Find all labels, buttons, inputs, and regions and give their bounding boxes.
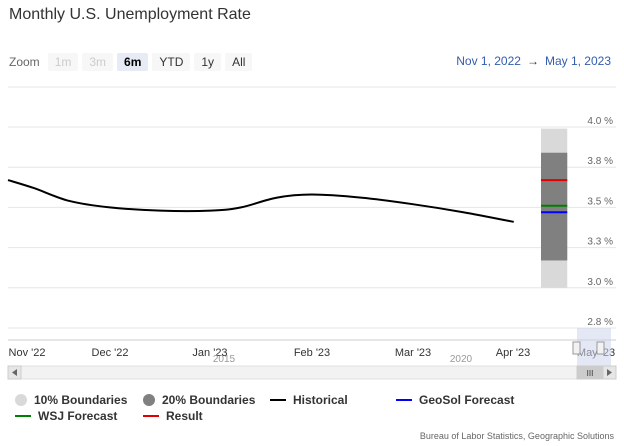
y-tick-label: 3.0 %: [587, 277, 613, 288]
scrollbar-grip-icon: III: [587, 369, 594, 378]
legend-item-result[interactable]: Result: [143, 409, 203, 423]
y-tick-label: 3.5 %: [587, 196, 613, 207]
y-tick-label: 4.0 %: [587, 116, 613, 127]
x-tick-label: Dec '22: [92, 347, 129, 359]
x-axis-labels: Nov '22 Dec '22 Jan '23 Feb '23 Mar '23 Apr '…: [9, 347, 616, 359]
navigator-label: 2020: [450, 354, 473, 365]
range-from[interactable]: Nov 1, 2022: [456, 54, 521, 68]
y-axis-labels: 4.0 % 3.8 % 3.5 % 3.3 % 3.0 % 2.8 %: [587, 116, 613, 328]
legend-swatch-result: [143, 415, 159, 417]
scrollbar-track: [7, 365, 617, 380]
legend-label: GeoSol Forecast: [419, 393, 515, 407]
zoom-selector: Zoom 1m 3m 6m YTD 1y All: [9, 52, 256, 72]
range-arrow: →: [526, 54, 539, 68]
legend-label: Result: [166, 409, 203, 423]
y-tick-label: 3.8 %: [587, 156, 613, 167]
legend-item-10pct-boundaries[interactable]: 10% Boundaries: [15, 393, 127, 407]
legend-swatch-historical: [270, 399, 286, 401]
zoom-button-1m[interactable]: 1m: [47, 53, 79, 71]
navigator-label: 2015: [213, 354, 236, 365]
zoom-button-ytd[interactable]: YTD: [152, 53, 191, 71]
legend-item-geosol-forecast[interactable]: GeoSol Forecast: [396, 393, 514, 407]
zoom-button-6m[interactable]: 6m: [117, 53, 149, 71]
navigator-selection: [577, 328, 611, 366]
credits[interactable]: Bureau of Labor Statistics, Geographic S…: [419, 431, 614, 441]
legend-label: 10% Boundaries: [34, 393, 128, 407]
zoom-button-all[interactable]: All: [225, 53, 253, 71]
historical-line: [7, 179, 514, 223]
legend-label: Historical: [293, 393, 348, 407]
forecast-bands: [541, 128, 568, 288]
x-tick-label: Apr '23: [496, 347, 531, 359]
legend-item-20pct-boundaries[interactable]: 20% Boundaries: [143, 393, 255, 407]
scroll-left-arrow-icon: [12, 369, 17, 376]
legend-swatch-20pct: [143, 394, 155, 406]
date-range: Nov 1, 2022 → May 1, 2023: [456, 54, 611, 68]
zoom-label: Zoom: [9, 55, 40, 69]
x-tick-label: Mar '23: [395, 347, 431, 359]
series-layer: [7, 179, 568, 223]
navigator-handle-right: [596, 341, 605, 355]
x-tick-label: Jan '23: [192, 347, 227, 359]
grid-lines: [8, 86, 616, 329]
legend-label: 20% Boundaries: [162, 393, 256, 407]
legend-swatch-10pct: [15, 394, 27, 406]
y-tick-label: 2.8 %: [587, 317, 613, 328]
navigator: 2015 2020 III: [7, 328, 617, 380]
legend-item-wsj-forecast[interactable]: WSJ Forecast: [15, 409, 117, 423]
chart-title: Monthly U.S. Unemployment Rate: [9, 6, 251, 23]
zoom-button-1y[interactable]: 1y: [194, 53, 222, 71]
x-tick-label: Feb '23: [294, 347, 330, 359]
zoom-button-3m[interactable]: 3m: [82, 53, 114, 71]
navigator-handle-left: [572, 341, 581, 355]
range-to[interactable]: May 1, 2023: [544, 54, 611, 68]
legend-label: WSJ Forecast: [38, 409, 118, 423]
y-tick-label: 3.3 %: [587, 237, 613, 248]
legend-item-historical[interactable]: Historical: [270, 393, 348, 407]
legend-swatch-geosol: [396, 399, 412, 401]
legend-swatch-wsj: [15, 415, 31, 417]
x-tick-label: Nov '22: [9, 347, 46, 359]
scroll-right-arrow-icon: [607, 369, 612, 376]
